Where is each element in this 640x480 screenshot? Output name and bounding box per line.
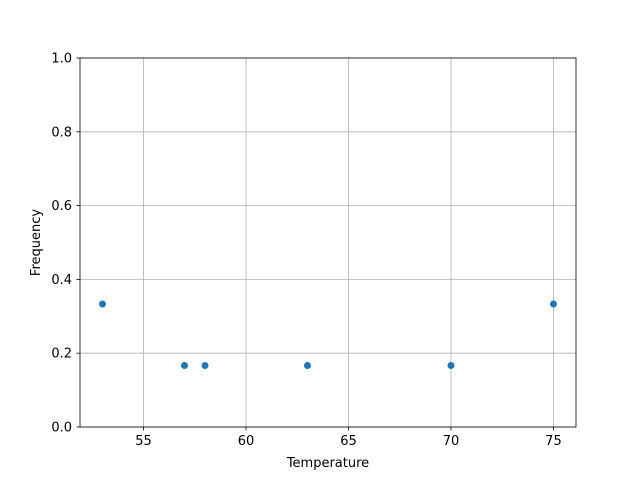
y-tick-label: 0.6 (51, 199, 72, 214)
y-tick-label: 0.0 (51, 421, 72, 436)
x-tick-label: 75 (545, 434, 562, 449)
x-tick-label: 70 (443, 434, 460, 449)
data-point (99, 300, 107, 308)
x-tick-label: 65 (340, 434, 357, 449)
y-axis-ticks: 0.0 0.2 0.4 0.6 0.8 1.0 (51, 52, 80, 436)
data-point (447, 361, 455, 369)
y-tick-label: 0.8 (51, 125, 72, 140)
plot-frame (79, 57, 577, 428)
x-tick-label: 60 (238, 434, 255, 449)
y-tick-label: 0.2 (51, 347, 72, 362)
y-tick-label: 0.4 (51, 273, 72, 288)
data-point (201, 361, 209, 369)
data-points (99, 300, 557, 369)
data-point (549, 300, 557, 308)
x-axis-label: Temperature (286, 456, 369, 471)
y-axis-label: Frequency (29, 209, 44, 276)
y-tick-label: 1.0 (51, 52, 72, 67)
data-point (304, 361, 312, 369)
data-point (181, 361, 189, 369)
x-tick-label: 55 (135, 434, 152, 449)
x-axis-ticks: 55 60 65 70 75 (135, 427, 562, 449)
